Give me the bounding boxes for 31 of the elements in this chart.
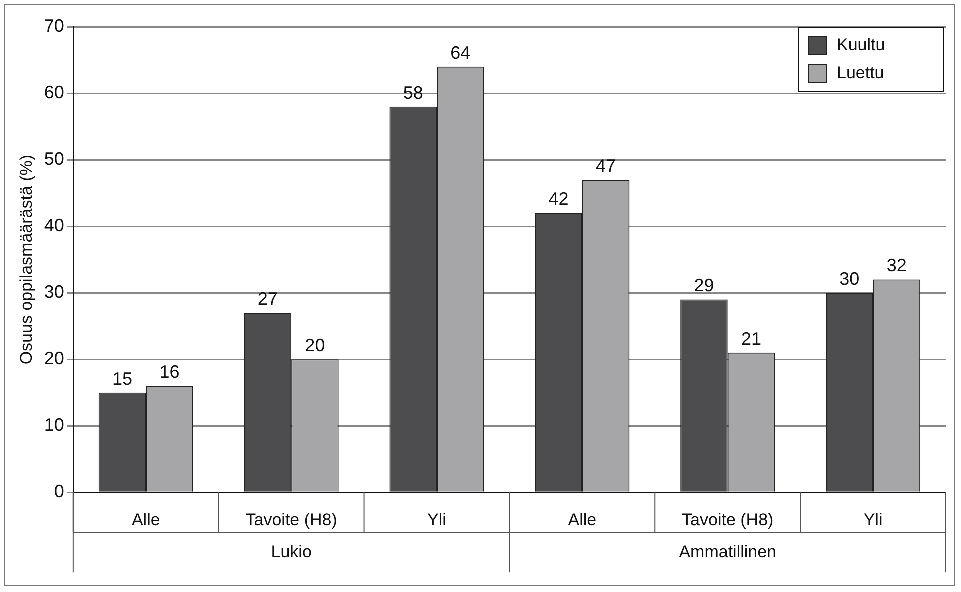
x-tick-label: Tavoite (H8) bbox=[246, 510, 338, 530]
data-label: 47 bbox=[596, 156, 616, 176]
y-tick-label: 10 bbox=[44, 415, 64, 436]
legend-label: Kuultu bbox=[837, 36, 886, 55]
data-label: 27 bbox=[258, 288, 278, 309]
data-label: 58 bbox=[403, 82, 424, 103]
x-tick-label: Yli bbox=[428, 510, 446, 530]
data-label: 21 bbox=[741, 328, 762, 349]
x-tick-label: Yli bbox=[864, 510, 883, 530]
data-label: 30 bbox=[840, 269, 860, 290]
y-tick-label: 40 bbox=[44, 216, 64, 236]
data-label: 64 bbox=[450, 42, 471, 63]
x-tick-label: Alle bbox=[568, 510, 597, 530]
y-tick-label: 50 bbox=[44, 148, 64, 169]
y-tick-label: 30 bbox=[44, 282, 64, 302]
y-tick-label: 70 bbox=[44, 16, 64, 36]
y-tick-label: 60 bbox=[44, 82, 64, 102]
x-tick-label: Tavoite (H8) bbox=[682, 510, 774, 530]
text: Ammatillinen bbox=[679, 542, 777, 562]
y-tick-label: 20 bbox=[44, 348, 64, 369]
data-label: 15 bbox=[112, 368, 133, 389]
y-tick-label: 0 bbox=[54, 482, 64, 502]
data-label: 20 bbox=[305, 336, 326, 356]
data-label: 42 bbox=[548, 189, 569, 210]
data-label: 29 bbox=[694, 276, 714, 296]
data-label: 32 bbox=[886, 256, 907, 276]
y-axis-title: Osuus oppilasmäärästä (%) bbox=[16, 154, 36, 365]
x-tick-label: Alle bbox=[132, 510, 160, 530]
text: Lukio bbox=[271, 542, 312, 562]
data-label: 16 bbox=[160, 362, 180, 382]
legend-label: Luettu bbox=[837, 64, 884, 83]
